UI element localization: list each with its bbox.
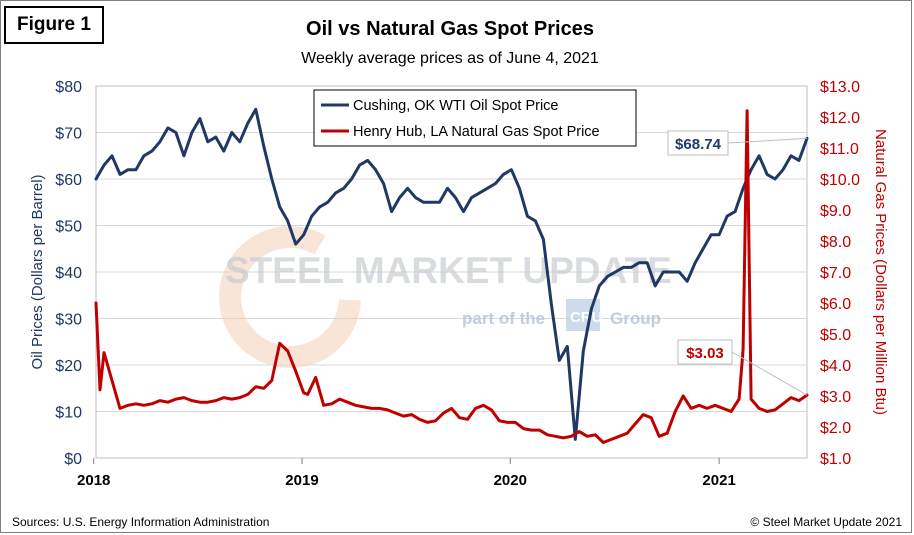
series-layer — [94, 107, 809, 444]
left-axis-ticks: $0 $10 $20 $30 $40 $50 $60 $70 $80 — [55, 79, 82, 468]
left-tick-label: $70 — [55, 126, 82, 143]
legend-label: Henry Hub, LA Natural Gas Spot Price — [353, 124, 600, 140]
legend: Cushing, OK WTI Oil Spot Price Henry Hub,… — [313, 89, 637, 147]
x-tick-label: 2021 — [702, 472, 735, 489]
left-tick-label: $60 — [55, 172, 82, 189]
x-tick-label: 2020 — [494, 472, 527, 489]
end-label-leader — [727, 137, 808, 144]
left-tick-label: $20 — [55, 358, 82, 375]
chart-title: Oil vs Natural Gas Spot Prices — [306, 18, 594, 40]
end-label-box — [677, 339, 733, 365]
right-tick-label: $2.0 — [820, 420, 851, 437]
gas-end-label: $3.03 — [686, 345, 724, 362]
right-tick-label: $1.0 — [820, 451, 851, 468]
end-label-leader — [731, 351, 808, 396]
right-tick-label: $10.0 — [820, 172, 860, 189]
watermark: STEEL MARKET UPDATE part of the CRU Grou… — [219, 226, 672, 368]
right-tick-label: $12.0 — [820, 110, 860, 127]
right-tick-label: $6.0 — [820, 296, 851, 313]
right-tick-label: $9.0 — [820, 203, 851, 220]
right-tick-label: $5.0 — [820, 327, 851, 344]
oil-series-line — [94, 107, 809, 441]
right-axis-label: Natural Gas Prices (Dollars per Million … — [872, 129, 889, 415]
right-tick-label: $8.0 — [820, 234, 851, 251]
left-tick-label: $40 — [55, 265, 82, 282]
left-tick-label: $10 — [55, 405, 82, 422]
legend-box — [313, 89, 637, 147]
left-tick-label: $80 — [55, 79, 82, 96]
right-tick-label: $11.0 — [820, 141, 859, 158]
sources-note: Sources: U.S. Energy Information Adminis… — [12, 515, 270, 529]
left-tick-label: $30 — [55, 312, 82, 329]
left-axis-label: Oil Prices (Dollars per Barrel) — [29, 174, 46, 369]
watermark-swoosh — [219, 226, 361, 368]
watermark-sub-prefix: part of the — [462, 309, 545, 328]
right-tick-label: $3.0 — [820, 389, 851, 406]
right-tick-label: $7.0 — [820, 265, 851, 282]
legend-label: Cushing, OK WTI Oil Spot Price — [353, 98, 558, 114]
plot-area — [95, 85, 808, 459]
oil-end-label: $68.74 — [675, 136, 722, 153]
right-axis-ticks: $1.0 $2.0 $3.0 $4.0 $5.0 $6.0 $7.0 $8.0 $9.0 $10.… — [820, 79, 860, 468]
x-tick-label: 2019 — [285, 472, 318, 489]
watermark-sub-suffix: Group — [610, 309, 661, 328]
x-axis-ticks: 2018 2019 2020 2021 — [77, 458, 736, 489]
copyright-note: © Steel Market Update 2021 — [750, 515, 902, 529]
gas-series-line — [94, 109, 809, 444]
x-tick-label: 2018 — [77, 472, 110, 489]
right-tick-label: $4.0 — [820, 358, 851, 375]
end-labels: $68.74 $3.03 — [667, 130, 808, 396]
end-label-box — [667, 130, 729, 156]
left-tick-label: $0 — [64, 451, 82, 468]
watermark-main-text: STEEL MARKET UPDATE — [225, 250, 672, 291]
left-tick-label: $50 — [55, 219, 82, 236]
figure-label: Figure 1 — [4, 6, 104, 44]
right-tick-label: $13.0 — [820, 79, 860, 96]
chart-subtitle: Weekly average prices as of June 4, 2021 — [301, 50, 599, 67]
watermark-sub-mark: CRU — [570, 309, 603, 326]
